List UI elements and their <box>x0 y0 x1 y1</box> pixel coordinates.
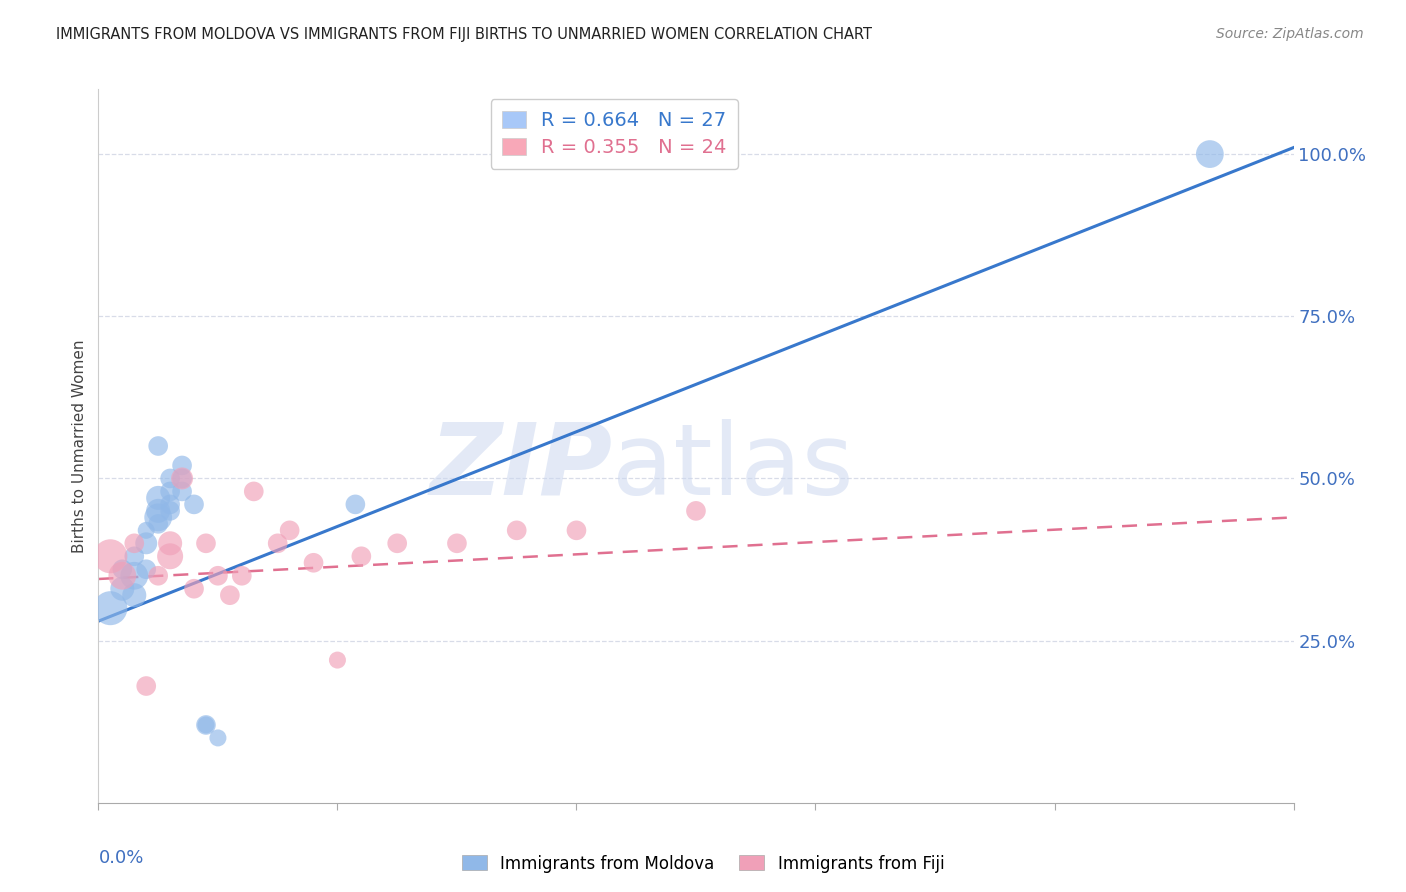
Point <box>267 536 290 550</box>
Point <box>685 504 707 518</box>
Point <box>148 491 170 505</box>
Point <box>148 439 170 453</box>
Y-axis label: Births to Unmarried Women: Births to Unmarried Women <box>72 339 87 553</box>
Point <box>243 484 266 499</box>
Point <box>159 549 181 564</box>
Text: 0.0%: 0.0% <box>98 849 143 867</box>
Point <box>135 524 157 538</box>
Point <box>148 568 170 582</box>
Point <box>506 524 529 538</box>
Point <box>219 588 242 602</box>
Point <box>135 679 157 693</box>
Point <box>278 524 301 538</box>
Point <box>231 568 253 582</box>
Point <box>111 582 134 596</box>
Point <box>385 536 409 550</box>
Point <box>135 562 157 576</box>
Point <box>195 536 218 550</box>
Point <box>172 471 194 485</box>
Point <box>446 536 468 550</box>
Point <box>1198 147 1220 161</box>
Point <box>344 497 367 511</box>
Point <box>124 568 146 582</box>
Point <box>183 582 205 596</box>
Point <box>159 484 181 499</box>
Point <box>302 556 325 570</box>
Point <box>172 484 194 499</box>
Text: atlas: atlas <box>613 419 853 516</box>
Point <box>124 588 146 602</box>
Point <box>159 471 181 485</box>
Point <box>100 549 122 564</box>
Point <box>326 653 349 667</box>
Point <box>111 568 134 582</box>
Point <box>159 504 181 518</box>
Point <box>159 497 181 511</box>
Legend: Immigrants from Moldova, Immigrants from Fiji: Immigrants from Moldova, Immigrants from… <box>456 848 950 880</box>
Point <box>207 731 229 745</box>
Point <box>350 549 373 564</box>
Point <box>148 504 170 518</box>
Point <box>159 536 181 550</box>
Text: ZIP: ZIP <box>429 419 613 516</box>
Point <box>565 524 588 538</box>
Point <box>135 536 157 550</box>
Point <box>111 562 134 576</box>
Point <box>124 536 146 550</box>
Point <box>148 510 170 524</box>
Point <box>195 718 218 732</box>
Point <box>100 601 122 615</box>
Point <box>195 718 218 732</box>
Point <box>124 549 146 564</box>
Point <box>148 516 170 531</box>
Text: IMMIGRANTS FROM MOLDOVA VS IMMIGRANTS FROM FIJI BIRTHS TO UNMARRIED WOMEN CORREL: IMMIGRANTS FROM MOLDOVA VS IMMIGRANTS FR… <box>56 27 872 42</box>
Text: Source: ZipAtlas.com: Source: ZipAtlas.com <box>1216 27 1364 41</box>
Point <box>183 497 205 511</box>
Point <box>172 458 194 473</box>
Point <box>207 568 229 582</box>
Legend: R = 0.664   N = 27, R = 0.355   N = 24: R = 0.664 N = 27, R = 0.355 N = 24 <box>491 99 738 169</box>
Point <box>172 471 194 485</box>
